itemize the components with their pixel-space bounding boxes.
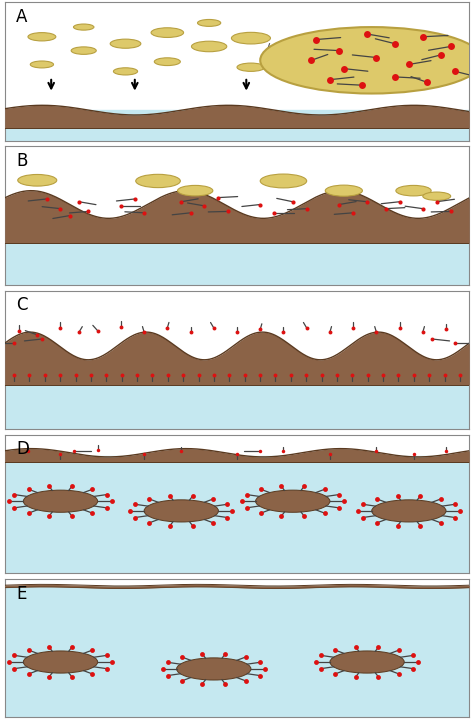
Circle shape (113, 68, 137, 75)
Text: A: A (16, 8, 27, 26)
Circle shape (231, 32, 271, 44)
Circle shape (110, 39, 141, 48)
Bar (5, 229, 469, 285)
Circle shape (23, 490, 98, 513)
Circle shape (255, 490, 330, 513)
Circle shape (325, 185, 363, 196)
Circle shape (30, 61, 54, 68)
Text: B: B (16, 152, 27, 170)
Circle shape (18, 174, 57, 186)
Circle shape (151, 28, 183, 37)
Circle shape (71, 47, 96, 54)
Circle shape (155, 58, 180, 66)
Text: C: C (16, 296, 28, 314)
Circle shape (177, 658, 251, 680)
Circle shape (372, 500, 446, 522)
Bar (5, 110, 469, 141)
Text: D: D (16, 441, 29, 459)
Bar (5, 456, 469, 573)
Circle shape (260, 174, 307, 188)
Bar (5, 371, 469, 429)
Circle shape (191, 41, 227, 52)
Circle shape (73, 24, 94, 30)
Circle shape (23, 651, 98, 673)
Circle shape (144, 500, 219, 522)
Circle shape (237, 63, 265, 71)
Circle shape (178, 185, 213, 196)
Circle shape (396, 185, 431, 196)
Text: E: E (16, 585, 27, 603)
Circle shape (198, 19, 221, 27)
Circle shape (330, 651, 404, 673)
Circle shape (423, 192, 451, 200)
Circle shape (136, 174, 180, 187)
Circle shape (260, 27, 474, 94)
Circle shape (28, 32, 56, 41)
